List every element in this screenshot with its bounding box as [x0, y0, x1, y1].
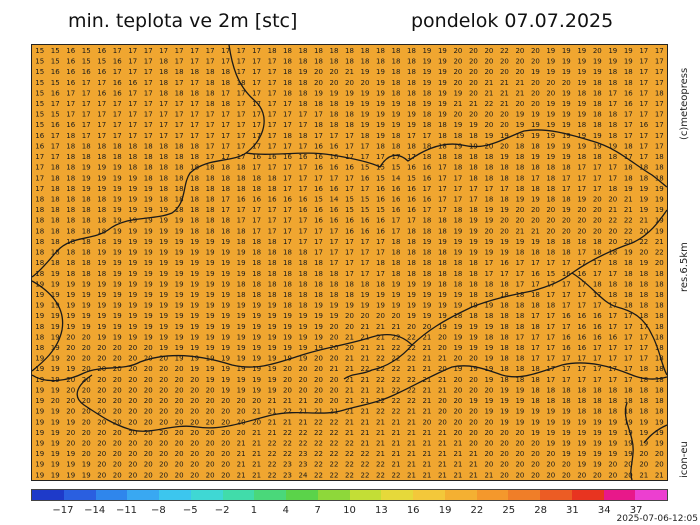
map-background [32, 45, 667, 480]
scale-segment [381, 490, 413, 500]
scale-segment [95, 490, 128, 500]
scale-tick-label: −8 [151, 505, 166, 516]
color-scale-ticks: −17 −14 −11 −8 −5 −2 1 4 7 10 13 16 19 22 25 28 31 34 37 [31, 505, 668, 517]
scale-segment [413, 490, 445, 500]
scale-tick-label: −14 [84, 505, 106, 516]
grid-row: 19 19 20 20 20 20 20 20 20 20 20 20 20 21 21 22 22 22 22 22… [35, 440, 664, 448]
grid-row: 19 19 19 19 19 19 19 19 19 19 19 19 19 18 18 18 18 18 18 18… [35, 291, 664, 299]
scale-tick-label: 19 [438, 505, 452, 516]
grid-row: 16 17 18 17 17 17 17 17 17 17 17 17 17 17 17 17 18 18 17 17… [35, 132, 664, 140]
forecast-date: pondelok 07.07.2025 [411, 10, 614, 32]
scale-tick-label: 28 [534, 505, 547, 516]
grid-row: 18 18 18 18 18 19 19 19 19 19 19 19 19 18 18 18 17 17 17 17… [35, 238, 664, 246]
grid-row: 15 16 16 16 16 17 17 17 18 18 18 18 18 17 17 17 18 19 20 20… [35, 68, 664, 76]
scale-tick-label: 25 [502, 505, 516, 516]
color-scale-bar [31, 489, 668, 501]
grid-row: 18 18 18 18 18 19 19 19 18 18 18 18 17 16 16 16 16 16 15 14… [35, 196, 664, 204]
model-label: icon-eu [679, 441, 690, 478]
scale-segment [63, 490, 96, 500]
grid-row: 19 19 19 19 20 20 20 20 20 20 20 20 20 21 21 22 23 23 22 22… [35, 461, 664, 469]
grid-row: 18 18 18 18 19 19 19 19 19 19 19 19 19 19 18 18 18 18 17 17… [35, 249, 664, 257]
resolution-label: res.6.5km [679, 242, 690, 292]
grid-row: 15 16 16 17 17 17 17 17 17 17 17 17 17 17 17 17 17 17 18 18… [35, 121, 664, 129]
scale-segment [508, 490, 540, 500]
scale-tick-label: 37 [629, 505, 643, 516]
grid-row: 19 19 19 20 20 20 20 20 20 20 20 20 20 21 21 22 22 23 22 22… [35, 450, 664, 458]
country-borders [32, 45, 667, 480]
scale-segment [444, 490, 477, 500]
grid-row: 19 19 19 19 19 19 19 19 19 19 19 19 19 18 18 18 18 18 18 18… [35, 280, 664, 288]
grid-row: 15 15 17 17 17 17 17 17 17 17 17 17 17 17 17 17 17 17 17 18… [35, 111, 664, 119]
scale-tick-label: −17 [52, 505, 74, 516]
grid-row: 19 19 19 19 20 20 20 20 20 20 20 20 20 21 21 22 23 24 22 22… [35, 471, 664, 479]
scale-segment [476, 490, 509, 500]
grid-row: 15 15 16 15 16 17 17 17 17 17 17 17 17 17 17 18 18 18 18 18… [35, 47, 664, 55]
scale-tick-label: 31 [566, 505, 579, 516]
grid-row: 15 15 16 17 17 16 16 17 18 17 17 18 18 18 17 17 18 18 20 20… [35, 79, 664, 87]
grid-row: 19 19 20 20 20 20 20 20 20 20 20 20 20 20 21 21 22 22 22 22… [35, 429, 664, 437]
grid-row: 15 17 17 17 17 17 17 17 17 17 17 18 18 17 17 17 17 18 18 18… [35, 100, 664, 108]
scale-tick-label: −2 [214, 505, 230, 516]
grid-row: 18 19 19 19 19 19 19 19 19 19 19 19 19 19 19 19 19 19 19 20… [35, 323, 664, 331]
scale-segment [190, 490, 223, 500]
scale-segment [540, 490, 572, 500]
grid-row: 17 17 18 18 18 18 18 18 18 18 18 17 17 17 16 16 16 16 16 16… [35, 153, 664, 161]
scale-segment [127, 490, 159, 500]
grid-row: 18 18 18 18 18 19 19 19 19 19 18 18 18 18 17 17 17 17 17 17… [35, 227, 664, 235]
scale-segment [222, 490, 255, 500]
scale-segment [286, 490, 318, 500]
scale-segment [317, 490, 350, 500]
scale-tick-label: 7 [314, 505, 321, 516]
grid-row: 15 15 16 15 15 16 17 17 18 17 17 17 17 17 17 17 18 18 18 18… [35, 58, 664, 66]
scale-tick-label: 1 [250, 505, 258, 516]
grid-row: 18 19 20 20 19 19 19 19 19 19 19 19 19 19 19 19 19 19 19 20… [35, 333, 664, 341]
temperature-map: 15 15 16 15 16 17 17 17 17 17 17 17 17 17 17 18 18 18 18 18… [31, 44, 668, 481]
grid-row: 19 19 19 20 20 20 20 20 20 20 20 20 20 20 20 21 21 21 22 22… [35, 418, 664, 426]
value-grid: 15 15 16 15 16 17 17 17 17 17 17 17 17 17 17 18 18 18 18 18… [35, 47, 664, 479]
scale-tick-label: 13 [375, 505, 388, 516]
grid-row: 15 16 17 17 16 16 17 17 18 18 18 18 17 17 17 17 18 18 19 19… [35, 89, 664, 97]
grid-row: 17 18 18 19 19 19 19 18 18 18 18 18 18 18 18 18 17 17 17 17… [35, 174, 664, 182]
grid-row: 19 20 20 20 20 20 20 20 20 20 20 20 20 20 20 21 21 21 20 20… [35, 397, 664, 405]
scale-segment [254, 490, 286, 500]
grid-row: 19 19 19 19 19 19 19 19 19 19 19 19 19 19 19 19 18 18 19 19… [35, 302, 664, 310]
credit-label: (c)meteopress [679, 67, 690, 140]
grid-row: 18 19 18 18 18 19 19 19 19 19 19 19 19 19 18 18 18 18 18 18… [35, 270, 664, 278]
scale-tick-label: −5 [182, 505, 198, 516]
grid-row: 19 19 20 20 20 20 20 20 20 20 20 20 19 19 19 19 20 20 20 20… [35, 387, 664, 395]
grid-row: 18 19 20 20 20 20 20 20 19 19 19 19 19 19 19 19 19 19 19 20… [35, 344, 664, 352]
map-title: min. teplota ve 2m [stc] [68, 10, 298, 32]
scale-segment [32, 490, 64, 500]
scale-tick-label: 34 [597, 505, 611, 516]
timestamp: 2025-07-06-12:05 [616, 514, 699, 524]
scale-tick-label: 4 [282, 505, 289, 516]
grid-row: 17 18 18 19 19 19 18 18 18 18 18 18 18 18 17 17 17 17 16 16… [35, 164, 664, 172]
scale-tick-label: −11 [115, 505, 138, 516]
scale-segment [159, 490, 191, 500]
grid-row: 16 17 18 18 18 18 18 18 18 18 18 17 17 17 17 17 17 17 16 16… [35, 142, 664, 150]
grid-row: 19 19 20 20 20 20 20 20 20 20 20 19 19 19 19 19 20 20 20 20… [35, 376, 664, 384]
grid-row: 18 18 18 18 18 19 19 19 19 18 18 18 17 17 17 17 17 16 16 16… [35, 206, 664, 214]
grid-row: 19 19 19 19 19 19 19 19 19 19 19 19 19 19 19 19 19 19 19 19… [35, 312, 664, 320]
grid-row: 18 18 18 18 19 19 19 19 19 19 19 19 19 19 18 18 18 18 18 17… [35, 259, 664, 267]
scale-tick-label: 10 [343, 505, 356, 516]
grid-row: 17 18 18 19 19 19 19 19 18 18 18 18 18 18 18 18 17 17 16 16… [35, 185, 664, 193]
scale-tick-label: 22 [470, 505, 484, 516]
scale-segment [349, 490, 382, 500]
grid-row: 19 19 20 20 20 20 20 20 20 20 20 20 20 20 21 21 22 21 21 21… [35, 408, 664, 416]
scale-segment [571, 490, 604, 500]
scale-tick-label: 16 [406, 505, 420, 516]
scale-segment [603, 490, 636, 500]
grid-row: 19 19 20 20 20 20 20 20 20 19 19 19 19 19 19 19 19 19 20 20… [35, 355, 664, 363]
scale-segment [635, 490, 667, 500]
